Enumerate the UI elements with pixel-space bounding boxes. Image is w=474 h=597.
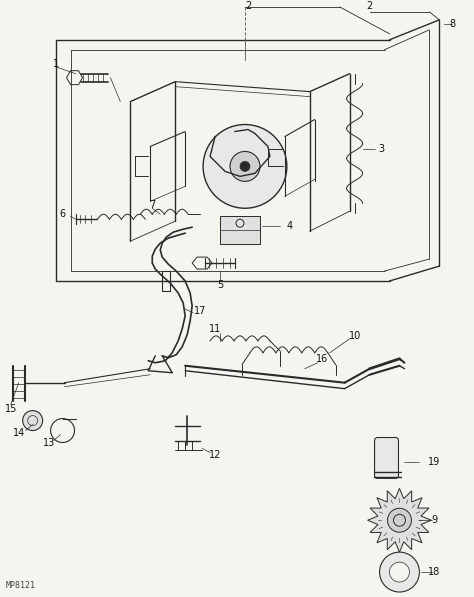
Text: 10: 10: [348, 331, 361, 341]
Text: 5: 5: [217, 280, 223, 290]
Circle shape: [380, 552, 419, 592]
Circle shape: [23, 411, 43, 430]
Text: 9: 9: [431, 515, 438, 525]
Text: 2: 2: [245, 1, 251, 11]
FancyBboxPatch shape: [374, 438, 399, 478]
Text: 3: 3: [378, 144, 384, 155]
Text: MP8121: MP8121: [6, 581, 36, 590]
Circle shape: [390, 562, 410, 582]
Text: 18: 18: [428, 567, 440, 577]
Circle shape: [230, 152, 260, 181]
Text: 11: 11: [209, 324, 221, 334]
Circle shape: [240, 161, 250, 171]
Text: 6: 6: [60, 209, 65, 219]
Text: 7: 7: [149, 200, 155, 210]
Text: 17: 17: [194, 306, 206, 316]
Text: 13: 13: [43, 438, 55, 448]
Text: 14: 14: [13, 427, 25, 438]
Circle shape: [388, 508, 411, 532]
Polygon shape: [367, 488, 431, 552]
Text: 19: 19: [428, 457, 440, 467]
Text: 12: 12: [209, 451, 221, 460]
Text: 15: 15: [5, 404, 17, 414]
Text: 16: 16: [316, 354, 328, 364]
Text: 4: 4: [287, 221, 293, 231]
Circle shape: [203, 125, 287, 208]
Text: 8: 8: [449, 19, 456, 29]
Bar: [220, 216, 260, 244]
Text: 1: 1: [53, 59, 59, 69]
Text: 2: 2: [366, 1, 373, 11]
